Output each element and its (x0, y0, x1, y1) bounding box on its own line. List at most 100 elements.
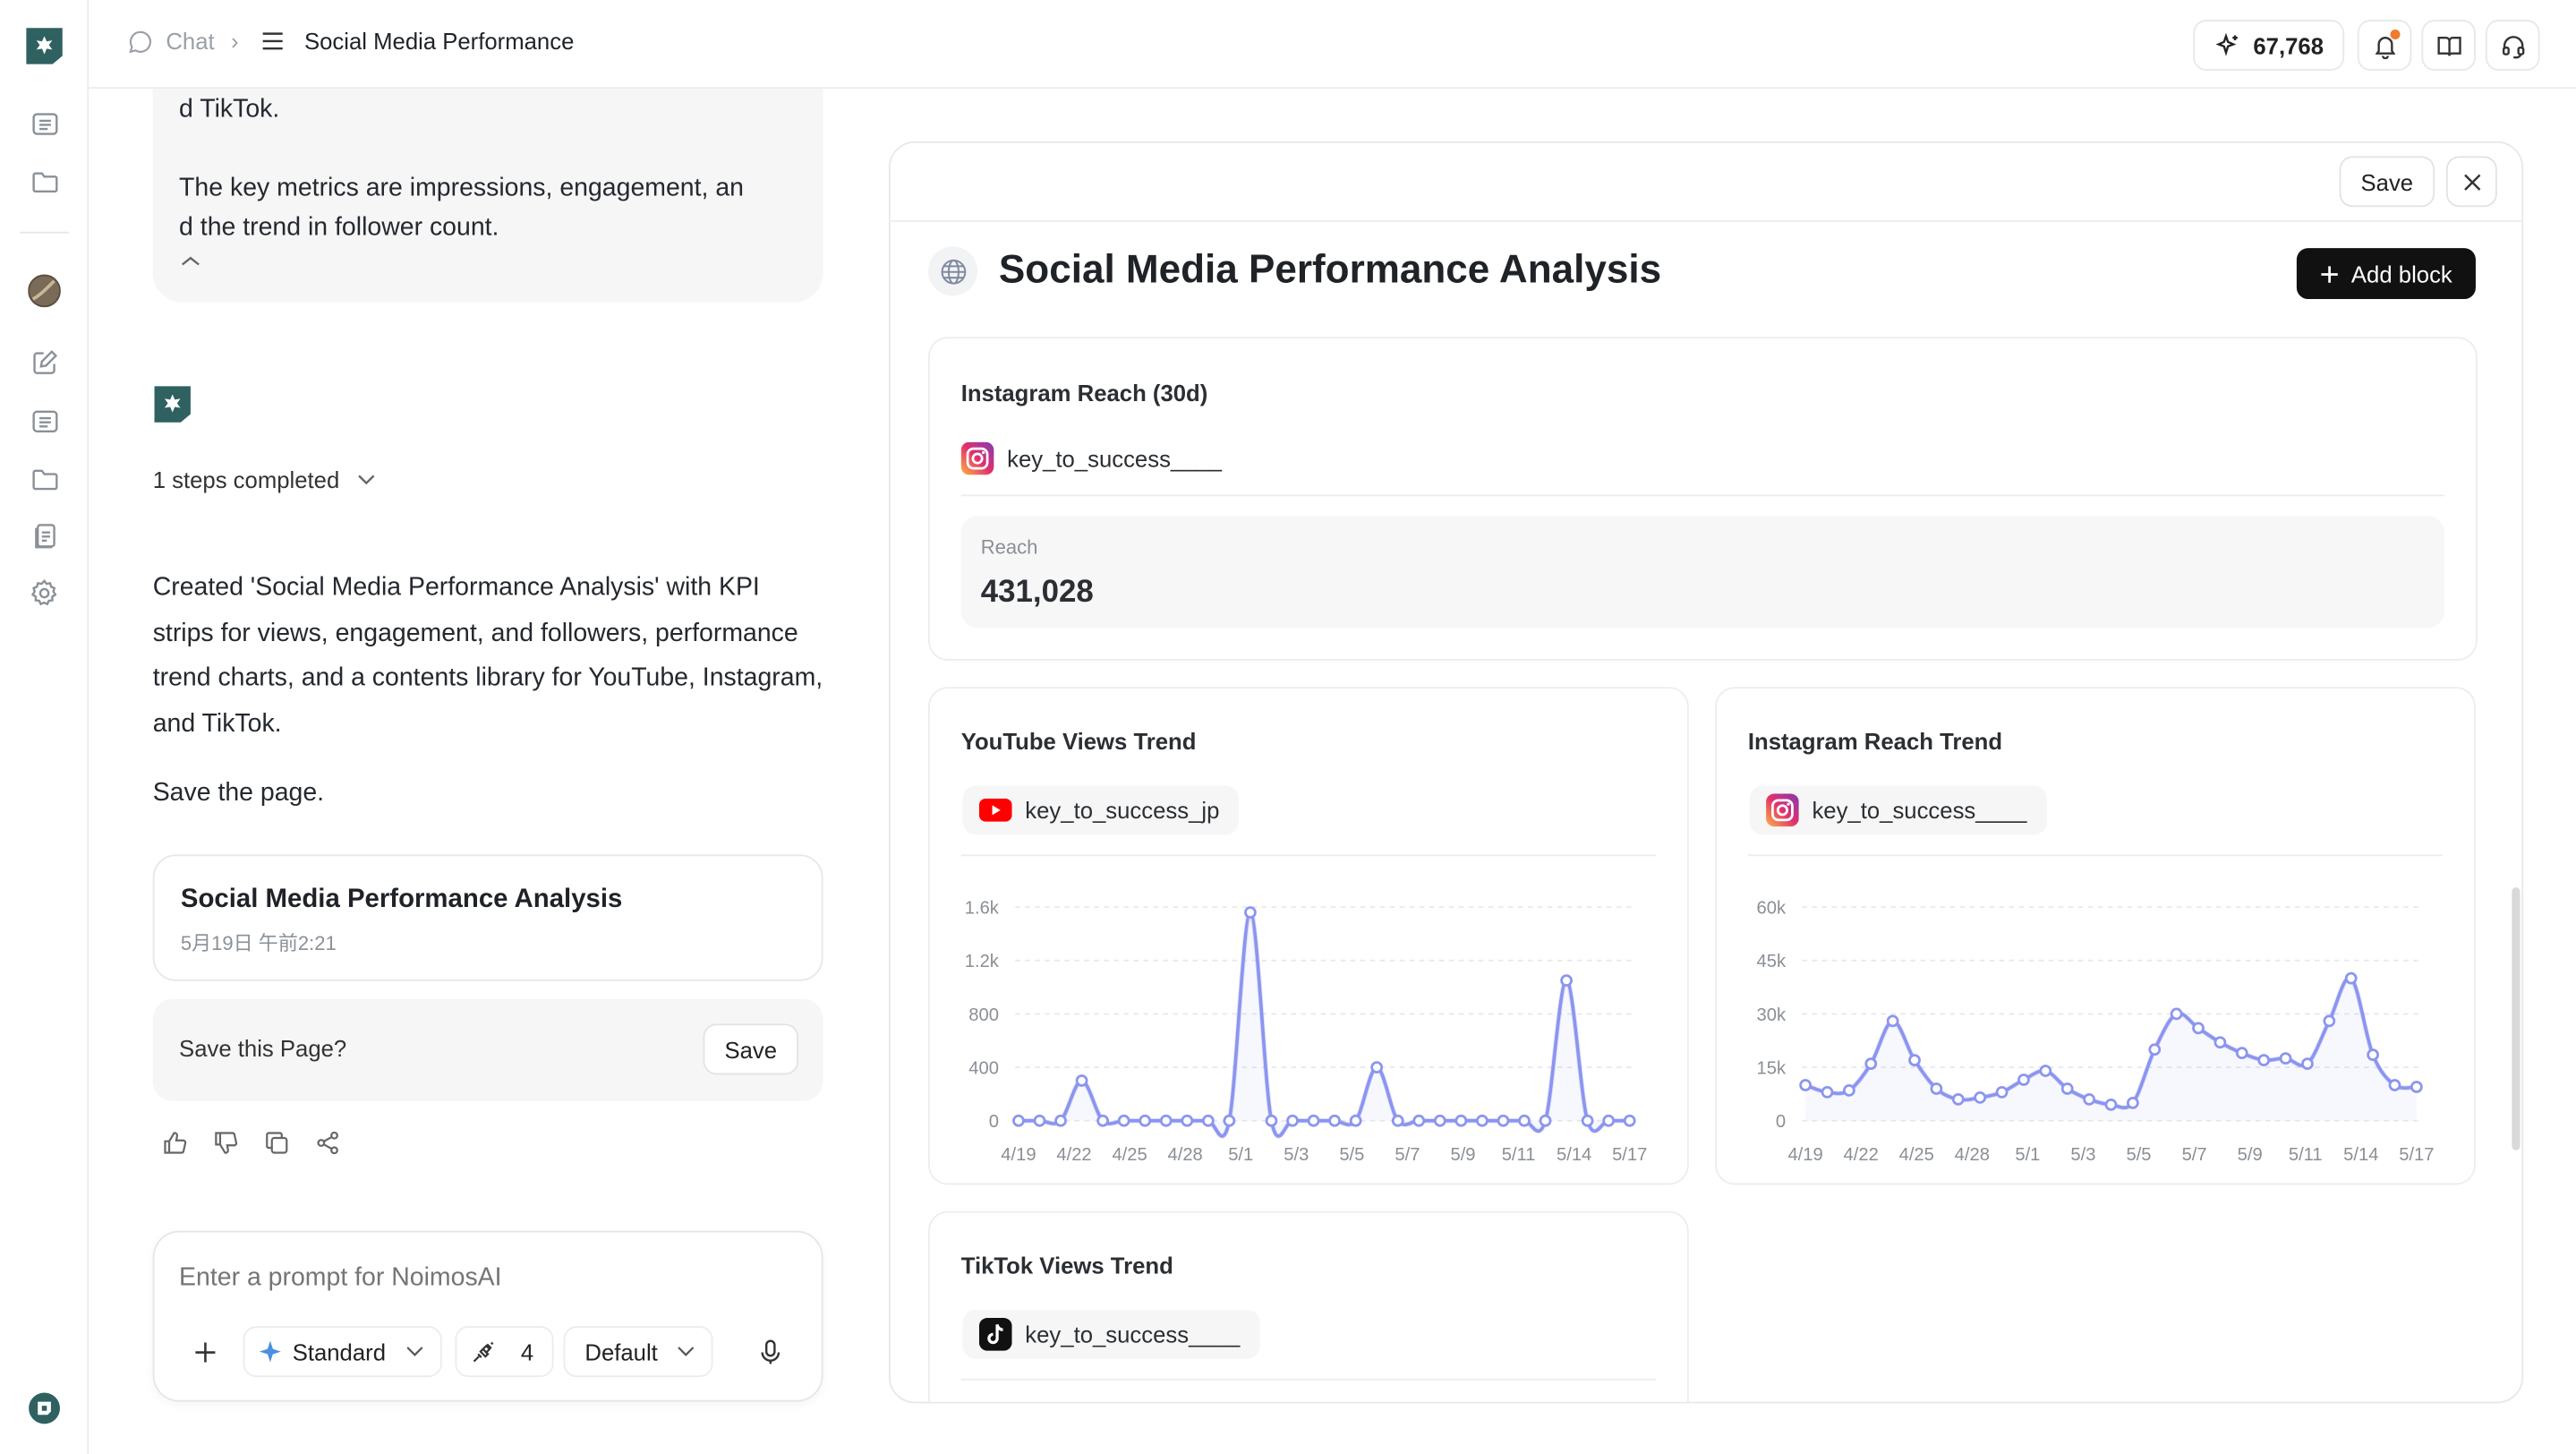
folder-icon[interactable] (28, 165, 61, 198)
mode-select[interactable]: Standard (243, 1326, 442, 1378)
data-point[interactable] (1054, 1114, 1067, 1127)
add-block-button[interactable]: Add block (2296, 248, 2476, 300)
attach-plus-button[interactable] (187, 1334, 223, 1370)
microphone-button[interactable] (754, 1336, 787, 1369)
preset-select[interactable]: Default (563, 1326, 713, 1378)
tools-button[interactable]: 4 (455, 1326, 554, 1378)
data-point[interactable] (1328, 1114, 1341, 1127)
data-point[interactable] (2410, 1081, 2423, 1093)
instagram-chart-block[interactable]: Instagram Reach Trend key_to_success____… (1715, 687, 2476, 1185)
data-point[interactable] (2388, 1079, 2401, 1091)
data-point[interactable] (1995, 1086, 2009, 1099)
data-point[interactable] (1286, 1114, 1299, 1127)
data-point[interactable] (1159, 1114, 1173, 1127)
support-logo-icon[interactable] (28, 1392, 61, 1425)
data-point[interactable] (1908, 1054, 1921, 1067)
data-point[interactable] (1539, 1114, 1552, 1127)
data-point[interactable] (2279, 1052, 2292, 1065)
data-point[interactable] (1433, 1114, 1446, 1127)
data-point[interactable] (1886, 1014, 1899, 1028)
avatar[interactable] (28, 274, 61, 308)
data-point[interactable] (2126, 1096, 2139, 1109)
data-point[interactable] (1864, 1057, 1878, 1070)
y-tick-label: 1.2k (965, 952, 1000, 971)
data-point[interactable] (1842, 1084, 1855, 1097)
list-icon[interactable] (28, 405, 61, 438)
data-point[interactable] (2344, 971, 2358, 985)
credits-button[interactable]: 67,768 (2193, 20, 2345, 71)
data-point[interactable] (1454, 1114, 1468, 1127)
docs-button[interactable] (2421, 20, 2476, 71)
menu-icon[interactable] (261, 31, 285, 51)
data-point[interactable] (1181, 1114, 1194, 1127)
close-panel-button[interactable] (2445, 156, 2497, 208)
data-point[interactable] (1265, 1114, 1278, 1127)
data-point[interactable] (1518, 1114, 1531, 1127)
edit-icon[interactable] (28, 345, 61, 378)
data-point[interactable] (2083, 1092, 2095, 1106)
data-point[interactable] (2301, 1057, 2314, 1070)
gear-icon[interactable] (28, 577, 61, 610)
data-point[interactable] (2039, 1065, 2052, 1077)
data-point[interactable] (1974, 1091, 1987, 1104)
data-point[interactable] (1117, 1114, 1130, 1127)
breadcrumb-chat-link[interactable]: Chat (166, 28, 215, 55)
data-point[interactable] (1799, 1079, 1812, 1091)
data-point[interactable] (1930, 1082, 1943, 1095)
steps-toggle[interactable]: 1 steps completed (153, 466, 376, 493)
data-point[interactable] (1560, 974, 1573, 988)
thumbs-down-icon[interactable] (214, 1131, 242, 1156)
thumbs-up-icon[interactable] (163, 1131, 191, 1156)
data-point[interactable] (2170, 1007, 2183, 1021)
data-point[interactable] (2257, 1054, 2271, 1067)
data-point[interactable] (1139, 1114, 1152, 1127)
list-icon[interactable] (28, 107, 61, 140)
data-point[interactable] (1821, 1086, 1834, 1099)
data-point[interactable] (1497, 1114, 1510, 1127)
data-point[interactable] (1951, 1092, 1965, 1106)
data-point[interactable] (1412, 1114, 1426, 1127)
document-icon[interactable] (28, 519, 61, 552)
support-button[interactable] (2485, 20, 2540, 71)
data-point[interactable] (1096, 1114, 1110, 1127)
data-point[interactable] (2060, 1082, 2074, 1095)
collapse-chevron-icon[interactable] (179, 253, 202, 269)
data-point[interactable] (2235, 1047, 2248, 1060)
data-point[interactable] (2148, 1043, 2162, 1056)
chat-bubble-icon[interactable] (128, 29, 153, 54)
panel-scrollbar[interactable] (2512, 887, 2521, 1150)
folder-icon[interactable] (28, 462, 61, 495)
data-point[interactable] (1033, 1114, 1046, 1127)
tiktok-chart-block[interactable]: TikTok Views Trend key_to_success____ (928, 1210, 1689, 1402)
share-icon[interactable] (315, 1131, 343, 1156)
save-page-button[interactable]: Save (703, 1023, 799, 1075)
data-point[interactable] (1075, 1074, 1088, 1087)
notifications-button[interactable] (2357, 20, 2412, 71)
prompt-input[interactable] (179, 1258, 788, 1298)
kpi-block[interactable]: Instagram Reach (30d) key_to_success____… (928, 337, 2478, 661)
panel-save-button[interactable]: Save (2339, 156, 2435, 208)
data-point[interactable] (1349, 1114, 1362, 1127)
data-point[interactable] (1370, 1061, 1384, 1073)
globe-icon[interactable] (928, 246, 978, 296)
data-point[interactable] (2323, 1014, 2336, 1028)
data-point[interactable] (1223, 1114, 1236, 1127)
app-logo-icon[interactable] (25, 26, 64, 65)
data-point[interactable] (1201, 1114, 1215, 1127)
data-point[interactable] (2192, 1022, 2205, 1035)
data-point[interactable] (1623, 1114, 1636, 1127)
page-card[interactable]: Social Media Performance Analysis 5月19日 … (152, 854, 823, 981)
data-point[interactable] (1581, 1114, 1594, 1127)
data-point[interactable] (1391, 1114, 1404, 1127)
data-point[interactable] (1012, 1114, 1025, 1127)
data-point[interactable] (2213, 1036, 2227, 1049)
data-point[interactable] (2104, 1098, 2118, 1111)
data-point[interactable] (1602, 1114, 1616, 1127)
data-point[interactable] (1244, 906, 1257, 919)
copy-icon[interactable] (264, 1131, 292, 1156)
data-point[interactable] (1476, 1114, 1488, 1127)
data-point[interactable] (1307, 1114, 1320, 1127)
data-point[interactable] (2367, 1048, 2379, 1062)
data-point[interactable] (2017, 1073, 2030, 1086)
